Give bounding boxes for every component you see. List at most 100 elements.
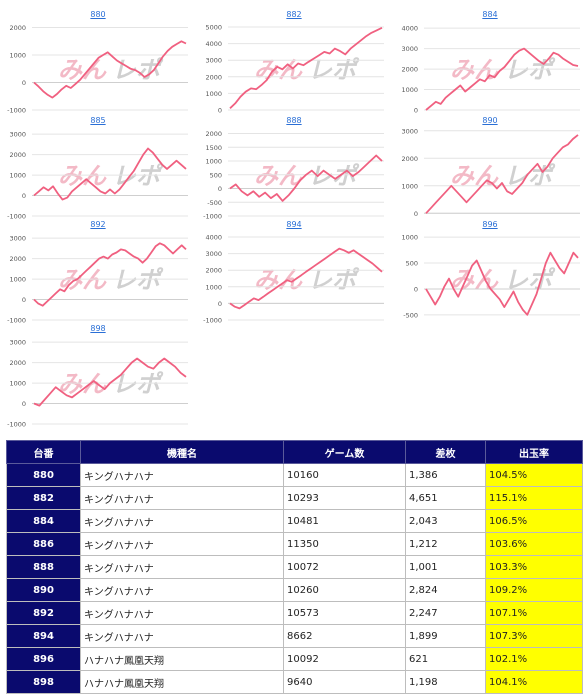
- y-tick-label: 2000: [9, 24, 26, 32]
- series-line: [33, 242, 187, 307]
- chart-884: 884 みん レポ 4000 3000 2000 1000 0: [392, 10, 588, 115]
- machine-number-cell: 880: [6, 463, 81, 487]
- y-tick-label: 4000: [401, 25, 418, 33]
- y-tick-label: -1000: [203, 317, 222, 325]
- game-count-cell: 11350: [283, 532, 406, 556]
- y-tick-label: 0: [22, 400, 26, 408]
- series-line: [33, 357, 187, 407]
- watermark-logo: みん: [58, 56, 107, 84]
- payout-rate-cell: 107.1%: [485, 601, 583, 625]
- y-tick-label: 1500: [205, 144, 222, 152]
- table-row: 894 キングハナハナ 8662 1,899 107.3%: [6, 624, 583, 648]
- difference-cell: 2,043: [405, 509, 486, 533]
- machine-name-cell: キングハナハナ: [80, 601, 284, 625]
- header-difference: 差枚: [405, 440, 486, 464]
- header-machine-number: 台番: [6, 440, 81, 464]
- chart-title-link[interactable]: 890: [482, 116, 498, 125]
- machine-number-cell: 894: [6, 624, 81, 648]
- machine-name-cell: キングハナハナ: [80, 486, 284, 510]
- y-tick-label: 5000: [205, 23, 222, 31]
- chart-888: 888 みん レポ 2000 1500 1000 500 0 -500 -1000: [196, 116, 392, 221]
- chart-892: 892 みん レポ 3000 2000 1000 0 -1000: [0, 220, 196, 325]
- table-header-row: 台番 機種名 ゲーム数 差枚 出玉率: [6, 440, 583, 464]
- difference-cell: 4,651: [405, 486, 486, 510]
- series-line: [425, 134, 579, 214]
- y-tick-label: 2000: [401, 66, 418, 74]
- header-payout-rate: 出玉率: [485, 440, 583, 464]
- chart-title-link[interactable]: 892: [90, 220, 106, 229]
- game-count-cell: 10072: [283, 555, 406, 579]
- game-count-cell: 10481: [283, 509, 406, 533]
- y-tick-label: -1000: [7, 317, 26, 325]
- chart-882: 882 みん レポ 5000 4000 3000 2000 1000 0: [196, 10, 392, 115]
- series-line: [425, 251, 579, 316]
- y-tick-label: 4000: [205, 233, 222, 241]
- series-line: [229, 26, 383, 109]
- game-count-cell: 10573: [283, 601, 406, 625]
- table-row: 892 キングハナハナ 10573 2,247 107.1%: [6, 601, 583, 625]
- chart-title-link[interactable]: 880: [90, 10, 106, 19]
- machine-number-cell: 884: [6, 509, 81, 533]
- chart-885: 885 みん レポ 3000 2000 1000 0 -1000: [0, 116, 196, 221]
- payout-rate-cell: 109.2%: [485, 578, 583, 602]
- payout-rate-cell: 115.1%: [485, 486, 583, 510]
- difference-cell: 2,824: [405, 578, 486, 602]
- chart-title-link[interactable]: 894: [286, 220, 302, 229]
- y-tick-label: 3000: [9, 131, 26, 139]
- y-tick-label: 1000: [401, 234, 418, 242]
- table-row: 882 キングハナハナ 10293 4,651 115.1%: [6, 486, 583, 510]
- y-tick-label: 0: [218, 185, 222, 193]
- chart-title-link[interactable]: 898: [90, 324, 106, 333]
- chart-plot: みん レポ 2000 1000 0 -1000: [7, 24, 188, 115]
- chart-title-link[interactable]: 885: [90, 116, 106, 125]
- y-tick-label: 1000: [205, 283, 222, 291]
- payout-rate-cell: 104.1%: [485, 670, 583, 694]
- machine-name-cell: ハナハナ鳳凰天翔: [80, 647, 284, 671]
- header-game-count: ゲーム数: [283, 440, 406, 464]
- y-tick-label: 3000: [9, 339, 26, 347]
- payout-rate-cell: 106.5%: [485, 509, 583, 533]
- y-tick-label: 1000: [205, 158, 222, 166]
- y-tick-label: 1000: [9, 52, 26, 60]
- series-line: [229, 247, 383, 310]
- payout-rate-cell: 104.5%: [485, 463, 583, 487]
- difference-cell: 621: [405, 647, 486, 671]
- chart-title-link[interactable]: 884: [482, 10, 498, 19]
- chart-title-link[interactable]: 896: [482, 220, 498, 229]
- table-row: 880 キングハナハナ 10160 1,386 104.5%: [6, 463, 583, 487]
- machine-number-cell: 882: [6, 486, 81, 510]
- game-count-cell: 10160: [283, 463, 406, 487]
- y-tick-label: 3000: [9, 235, 26, 243]
- machine-number-cell: 896: [6, 647, 81, 671]
- chart-880: 880 みん レポ 2000 1000 0 -1000: [0, 10, 196, 115]
- y-tick-label: 4000: [205, 40, 222, 48]
- y-tick-label: 3000: [401, 127, 418, 135]
- machine-number-cell: 888: [6, 555, 81, 579]
- chart-890: 890 みん レポ 3000 2000 1000 0: [392, 116, 588, 221]
- payout-rate-cell: 103.6%: [485, 532, 583, 556]
- chart-896: 896 みん レポ 1000 500 0 -500: [392, 220, 588, 325]
- data-table: 台番 機種名 ゲーム数 差枚 出玉率 880 キングハナハナ 10160 1,386 1…: [6, 440, 583, 694]
- y-tick-label: 2000: [9, 151, 26, 159]
- chart-title-link[interactable]: 888: [286, 116, 302, 125]
- series-line: [425, 47, 579, 111]
- y-tick-label: 2000: [9, 359, 26, 367]
- chart-title-link[interactable]: 882: [286, 10, 302, 19]
- y-tick-label: 2000: [205, 267, 222, 275]
- watermark-logo: レポ: [504, 266, 556, 294]
- table-row: 890 キングハナハナ 10260 2,824 109.2%: [6, 578, 583, 602]
- series-line: [229, 154, 383, 202]
- payout-rate-cell: 102.1%: [485, 647, 583, 671]
- difference-cell: 1,001: [405, 555, 486, 579]
- watermark-logo: みん: [254, 162, 303, 190]
- y-tick-label: 0: [22, 79, 26, 87]
- watermark-logo: みん: [450, 56, 499, 84]
- watermark-logo: レポ: [112, 162, 164, 190]
